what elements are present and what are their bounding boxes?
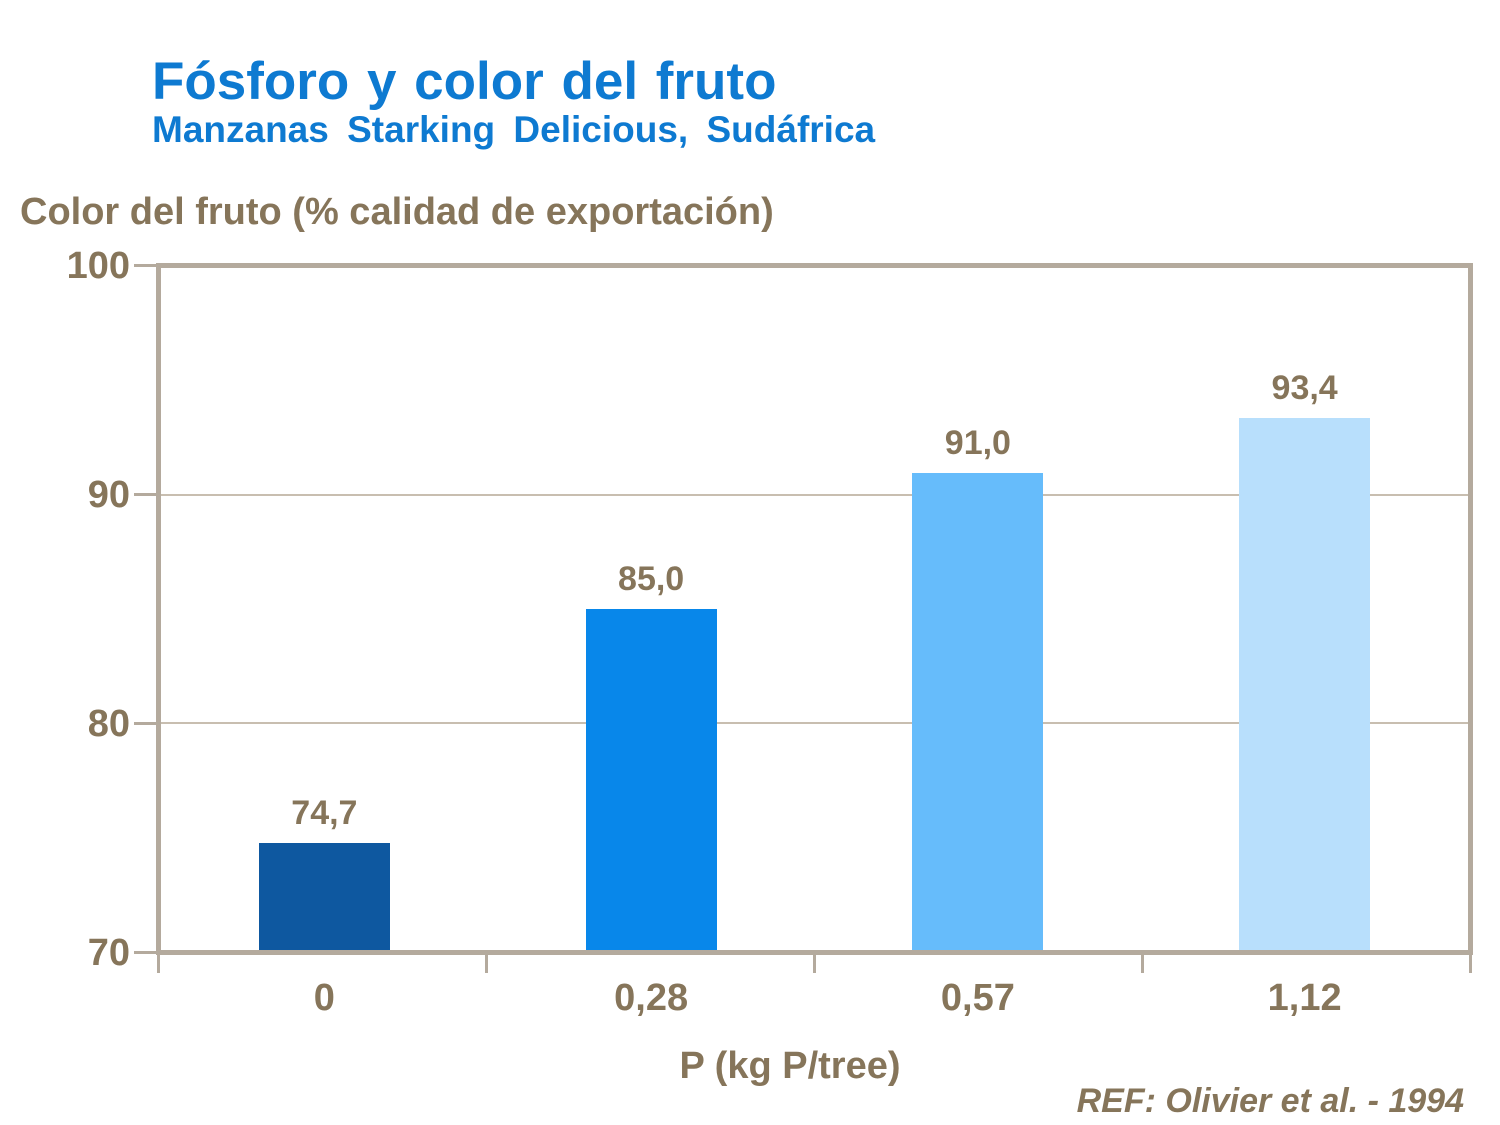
x-tick-mark-2 [813,955,816,973]
ref-citation: REF: Olivier et al. - 1994 [1076,1082,1464,1120]
x-tick-mark-3 [1141,955,1144,973]
x-tick-mark-4 [1469,955,1472,973]
x-tick-mark-0 [157,955,160,973]
gridline-90 [161,494,1468,497]
y-tick-mark-70 [134,951,156,954]
x-category-label-0,28: 0,28 [614,977,689,1019]
y-tick-mark-80 [134,722,156,725]
page-title: Fósforo y color del fruto [152,52,777,111]
x-category-label-0: 0 [313,977,335,1019]
x-category-label-1,12: 1,12 [1267,977,1342,1019]
y-tick-label-100: 100 [66,244,130,287]
plot-area [156,263,1473,955]
x-axis-title: P (kg P/tree) [679,1045,901,1087]
y-axis-header: Color del fruto (% calidad de exportació… [20,191,774,233]
x-tick-mark-1 [485,955,488,973]
gridline-80 [161,721,1468,724]
y-tick-label-70: 70 [87,931,130,974]
y-tick-label-90: 90 [87,473,130,516]
y-tick-label-80: 80 [87,702,130,745]
y-tick-mark-90 [134,493,156,496]
page-subtitle: Manzanas Starking Delicious, Sudáfrica [152,109,876,150]
x-category-label-0,57: 0,57 [940,977,1015,1019]
y-tick-mark-100 [134,264,156,267]
